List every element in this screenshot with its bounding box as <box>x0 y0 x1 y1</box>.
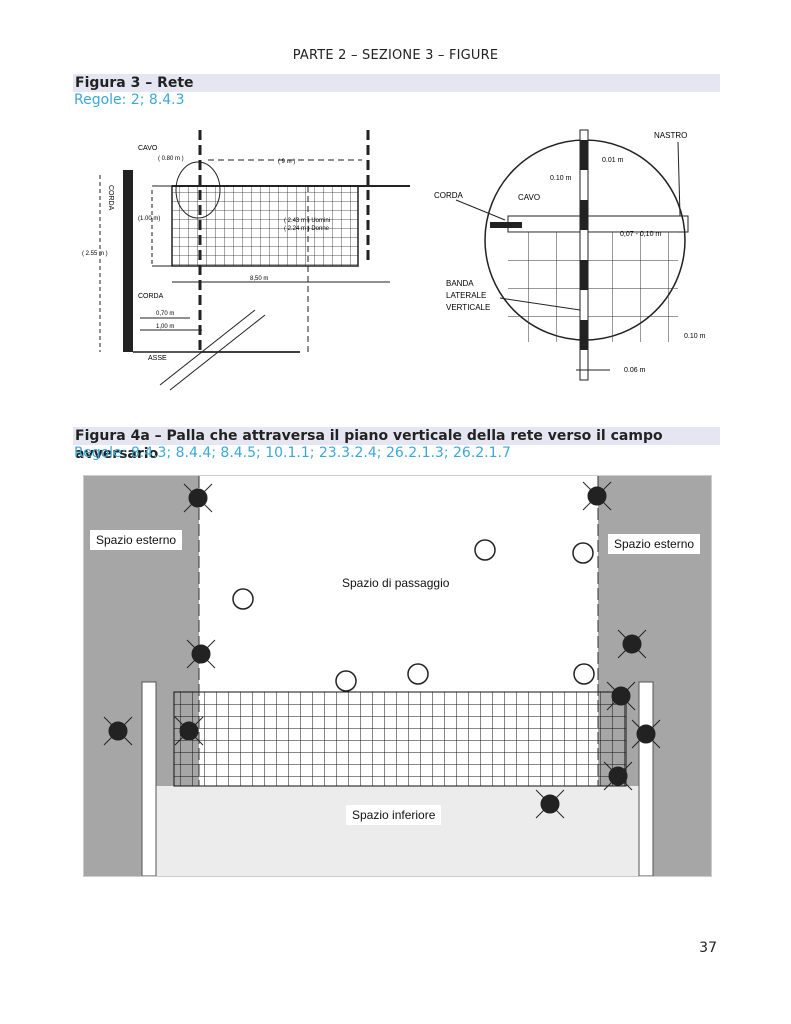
label-spazio-passaggio: Spazio di passaggio <box>342 576 450 590</box>
label-asse: ASSE <box>148 355 167 362</box>
label-corda-detail: CORDA <box>434 191 464 200</box>
page-number: 37 <box>699 940 717 956</box>
dim-100b: 1,00 m <box>156 324 174 330</box>
dim-080: ( 0.80 m ) <box>158 156 184 162</box>
height-women: ( 2.24 m ) Donne <box>284 226 330 232</box>
dim-010b: 0.10 m <box>684 333 706 340</box>
figure-3-net-diagram: CAVO CORDA ( 0.80 m ) ( 9 m ) (1.00 m) (… <box>82 129 706 391</box>
ball-in <box>232 539 595 692</box>
net-detail-circle: NASTRO CORDA CAVO 0.01 m 0.10 m 0,07 - 0… <box>434 129 706 381</box>
dim-850: 8,50 m <box>250 276 268 282</box>
page-header: PARTE 2 – SEZIONE 3 – FIGURE <box>292 48 499 63</box>
banda-3: VERTICALE <box>446 303 490 312</box>
dim-007-010: 0,07 - 0,10 m <box>620 231 661 238</box>
figure-3-rules: Regole: 2; 8.4.3 <box>74 92 185 108</box>
ball-out <box>103 481 661 819</box>
label-spazio-esterno-left: Spazio esterno <box>90 530 183 550</box>
dim-100: (1.00 m) <box>138 216 160 222</box>
banda-2: LATERALE <box>446 291 486 300</box>
dim-255: ( 2.55 m ) <box>82 251 108 257</box>
label-cavo: CAVO <box>138 145 158 152</box>
figure-4a-diagram: Spazio esterno Spazio esterno Spazio di … <box>83 475 712 877</box>
label-nastro: NASTRO <box>654 131 687 140</box>
label-spazio-esterno-right: Spazio esterno <box>608 534 701 554</box>
figure-4a-rules: Regole: 8.4.3; 8.4.4; 8.4.5; 10.1.1; 23.… <box>74 445 511 461</box>
label-cavo-detail: CAVO <box>518 193 540 202</box>
banda-1: BANDA <box>446 279 474 288</box>
dim-070: 0,70 m <box>156 311 174 317</box>
dim-010a: 0.10 m <box>550 175 572 182</box>
dim-9m: ( 9 m ) <box>278 159 295 165</box>
net-overview: CAVO CORDA ( 0.80 m ) ( 9 m ) (1.00 m) (… <box>82 130 410 391</box>
figure-4a-title: Figura 4a – Palla che attraversa il pian… <box>73 427 720 462</box>
figure-3-title: Figura 3 – Rete <box>73 74 720 92</box>
dim-001: 0.01 m <box>602 157 624 164</box>
label-corda: CORDA <box>138 293 164 300</box>
dim-006: 0.06 m <box>624 367 646 374</box>
height-men: ( 2.43 m ) Uomini <box>284 218 330 224</box>
label-spazio-inferiore: Spazio inferiore <box>346 805 442 825</box>
label-corda-vertical: CORDA <box>107 185 114 211</box>
